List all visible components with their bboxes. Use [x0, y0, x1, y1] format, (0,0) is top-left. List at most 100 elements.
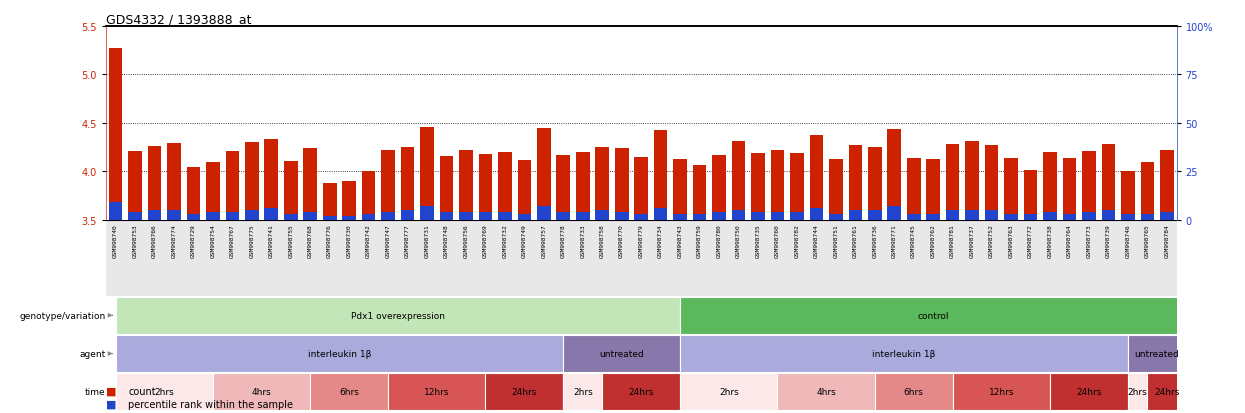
- Bar: [576, 152, 590, 220]
- Bar: [128, 212, 142, 220]
- Bar: [563, 335, 680, 372]
- Bar: [777, 373, 875, 410]
- Bar: [518, 214, 532, 220]
- Bar: [1140, 162, 1154, 220]
- Bar: [1043, 152, 1057, 220]
- Bar: [322, 183, 336, 220]
- Text: GSM998729: GSM998729: [190, 224, 195, 258]
- Bar: [692, 166, 706, 220]
- Bar: [712, 155, 726, 220]
- Bar: [207, 212, 219, 220]
- Text: 2hrs: 2hrs: [718, 387, 738, 396]
- Text: Pdx1 overexpression: Pdx1 overexpression: [351, 311, 444, 320]
- Bar: [401, 211, 415, 220]
- Bar: [965, 142, 979, 220]
- Bar: [563, 373, 603, 410]
- Bar: [1082, 212, 1096, 220]
- Text: GSM998752: GSM998752: [989, 224, 994, 258]
- Bar: [615, 149, 629, 220]
- Text: GSM998741: GSM998741: [269, 224, 274, 258]
- Bar: [1128, 335, 1186, 372]
- Bar: [654, 209, 667, 220]
- Bar: [1120, 214, 1134, 220]
- Text: GSM998744: GSM998744: [814, 224, 819, 258]
- Text: GSM998732: GSM998732: [503, 224, 508, 258]
- Text: GSM998780: GSM998780: [717, 224, 722, 258]
- Bar: [771, 212, 784, 220]
- Bar: [635, 214, 647, 220]
- Bar: [674, 214, 687, 220]
- Bar: [595, 148, 609, 220]
- Bar: [1102, 145, 1116, 220]
- Bar: [213, 373, 310, 410]
- Bar: [888, 129, 901, 220]
- Bar: [245, 211, 259, 220]
- Text: GSM998781: GSM998781: [950, 224, 955, 258]
- Bar: [712, 212, 726, 220]
- Text: GDS4332 / 1393888_at: GDS4332 / 1393888_at: [106, 13, 251, 26]
- Bar: [381, 212, 395, 220]
- Bar: [946, 145, 960, 220]
- Bar: [557, 155, 570, 220]
- Text: 24hrs: 24hrs: [629, 387, 654, 396]
- Bar: [207, 162, 219, 220]
- Bar: [674, 159, 687, 220]
- Bar: [557, 212, 570, 220]
- Bar: [576, 212, 590, 220]
- Text: GSM998736: GSM998736: [873, 224, 878, 258]
- Text: GSM998742: GSM998742: [366, 224, 371, 258]
- Bar: [1120, 172, 1134, 220]
- Bar: [537, 128, 550, 220]
- Bar: [751, 154, 764, 220]
- Text: GSM998731: GSM998731: [425, 224, 430, 258]
- Bar: [791, 212, 804, 220]
- Bar: [310, 373, 388, 410]
- Bar: [362, 214, 376, 220]
- Bar: [732, 142, 746, 220]
- Bar: [478, 212, 492, 220]
- Text: GSM998753: GSM998753: [132, 224, 137, 258]
- Text: GSM998767: GSM998767: [230, 224, 235, 258]
- Bar: [1140, 214, 1154, 220]
- Text: GSM998784: GSM998784: [1164, 224, 1169, 258]
- Bar: [946, 211, 960, 220]
- Text: GSM998737: GSM998737: [970, 224, 975, 258]
- Bar: [498, 212, 512, 220]
- Text: GSM998745: GSM998745: [911, 224, 916, 258]
- Text: GSM998772: GSM998772: [1028, 224, 1033, 258]
- Bar: [1160, 212, 1174, 220]
- Bar: [603, 373, 680, 410]
- Bar: [771, 151, 784, 220]
- Bar: [225, 212, 239, 220]
- Bar: [478, 154, 492, 220]
- Bar: [1023, 214, 1037, 220]
- Bar: [888, 206, 901, 220]
- Bar: [245, 143, 259, 220]
- Bar: [322, 216, 336, 220]
- Text: GSM998730: GSM998730: [346, 224, 351, 258]
- Bar: [849, 146, 862, 220]
- Bar: [1148, 373, 1186, 410]
- Bar: [187, 214, 200, 220]
- Bar: [1023, 171, 1037, 220]
- Bar: [362, 172, 376, 220]
- Text: GSM998773: GSM998773: [1087, 224, 1092, 258]
- Bar: [692, 214, 706, 220]
- Text: 2hrs: 2hrs: [573, 387, 593, 396]
- Text: 4hrs: 4hrs: [817, 387, 835, 396]
- Bar: [498, 152, 512, 220]
- Bar: [342, 216, 356, 220]
- Text: GSM998756: GSM998756: [463, 224, 468, 258]
- Bar: [985, 211, 998, 220]
- Bar: [342, 181, 356, 220]
- Bar: [965, 211, 979, 220]
- Text: GSM998774: GSM998774: [172, 224, 177, 258]
- Bar: [926, 159, 940, 220]
- Bar: [595, 211, 609, 220]
- Bar: [1102, 211, 1116, 220]
- Text: control: control: [918, 311, 949, 320]
- Text: 6hrs: 6hrs: [339, 387, 359, 396]
- Bar: [680, 297, 1186, 334]
- Bar: [304, 212, 317, 220]
- Bar: [829, 214, 843, 220]
